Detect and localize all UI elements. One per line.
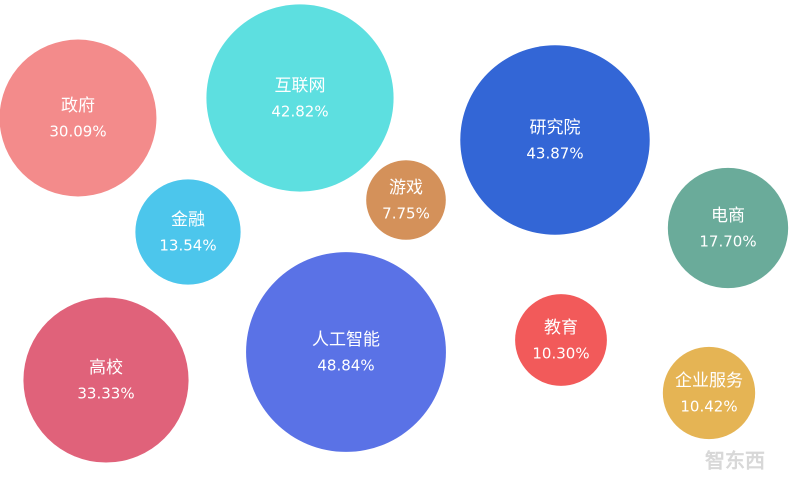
bubble-label: 互联网 xyxy=(275,76,326,96)
value-label: 13.54% xyxy=(159,237,216,255)
bubble xyxy=(23,297,189,463)
value-label: 7.75% xyxy=(382,205,430,223)
watermark: 智东西 xyxy=(705,449,765,473)
bubble-label: 教育 xyxy=(544,318,578,338)
value-label: 42.82% xyxy=(271,103,328,121)
bubble-label: 金融 xyxy=(171,210,205,230)
value-label: 43.87% xyxy=(526,145,583,163)
bubble xyxy=(662,346,756,440)
value-label: 48.84% xyxy=(317,357,374,375)
value-label: 10.42% xyxy=(680,398,737,416)
bubble-label: 游戏 xyxy=(389,178,423,198)
bubble xyxy=(515,294,607,386)
bubble xyxy=(667,167,789,289)
bubble xyxy=(366,160,446,240)
value-label: 30.09% xyxy=(49,123,106,141)
bubble-label: 企业服务 xyxy=(675,371,743,391)
bubble xyxy=(0,39,157,197)
bubble xyxy=(135,179,241,285)
bubble-label: 政府 xyxy=(61,96,95,116)
bubble-label: 人工智能 xyxy=(312,330,380,350)
bubble xyxy=(246,252,446,452)
value-label: 33.33% xyxy=(77,385,134,403)
bubble-label: 研究院 xyxy=(530,118,581,138)
bubble xyxy=(206,4,394,192)
bubble-label: 高校 xyxy=(89,358,123,378)
value-label: 17.70% xyxy=(699,233,756,251)
bubble xyxy=(460,45,650,235)
value-label: 10.30% xyxy=(532,345,589,363)
bubble-label: 电商 xyxy=(711,206,745,226)
